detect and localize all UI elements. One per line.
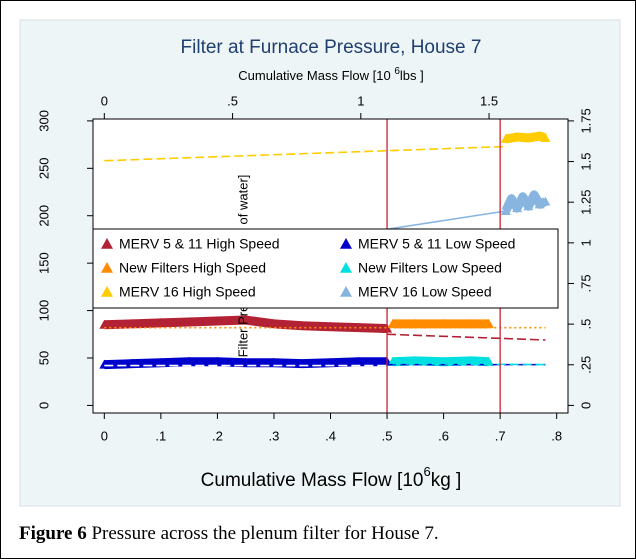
data-point [184, 356, 195, 366]
data-point [212, 356, 223, 366]
x-tick-label: .1 [155, 428, 166, 443]
x2-tick-label: 0 [101, 93, 108, 108]
chart: Filter at Furnace Pressure, House 7 Cumu… [19, 19, 621, 507]
x-tick-label: .5 [382, 428, 393, 443]
data-point [240, 357, 251, 367]
x-tick-label: .3 [269, 428, 280, 443]
data-point [523, 201, 534, 211]
data-point [466, 355, 477, 365]
y2-tick-label: 1.25 [578, 190, 593, 215]
legend-label: MERV 16 High Speed [119, 284, 256, 300]
label-exponent: 6 [394, 66, 400, 77]
data-point [184, 316, 195, 326]
data-point [506, 193, 517, 203]
y2-tick-label: .25 [578, 356, 593, 374]
data-point [325, 321, 336, 331]
legend-marker [340, 286, 352, 297]
legend-marker [101, 262, 113, 273]
label-unit: kg ] [431, 470, 462, 491]
data-point [512, 132, 523, 142]
legend-label: New Filters Low Speed [358, 260, 502, 276]
legend-label: MERV 5 & 11 High Speed [119, 236, 280, 252]
data-point [127, 318, 138, 328]
data-point [268, 318, 279, 328]
data-point [534, 199, 545, 209]
data-point [155, 317, 166, 327]
data-point [387, 318, 398, 328]
data-point [438, 318, 449, 328]
y2-tick-label: .75 [578, 274, 593, 292]
data-point [529, 189, 540, 199]
y-tick-label: 0 [36, 402, 51, 409]
caption-text: Pressure across the plenum filter for Ho… [91, 523, 439, 544]
legend-marker [340, 238, 352, 249]
fit-line [387, 333, 546, 341]
data-point [534, 131, 545, 141]
data-point [500, 205, 511, 215]
data-point [517, 191, 528, 201]
legend-label: New Filters High Speed [119, 260, 266, 276]
y-tick-label: 50 [36, 351, 51, 365]
data-point [512, 203, 523, 213]
data-point [325, 357, 336, 367]
y-tick-label: 250 [36, 157, 51, 179]
caption-label: Figure 6 [19, 523, 87, 544]
x2-tick-label: 1.5 [480, 93, 498, 108]
data-point [483, 318, 494, 328]
data-point [99, 359, 110, 369]
y-tick-label: 200 [36, 205, 51, 227]
label-text: Cumulative Mass Flow [10 [201, 470, 424, 491]
data-point [410, 355, 421, 365]
data-point [240, 315, 251, 325]
y-tick-label: 300 [36, 110, 51, 132]
data-point [500, 133, 511, 143]
data-point [353, 322, 364, 332]
y2-tick-label: 1.75 [578, 108, 593, 133]
x2-axis-label: Cumulative Mass Flow [10 6lbs ] [238, 66, 423, 84]
x-tick-label: 0 [101, 428, 108, 443]
x-tick-label: .4 [325, 428, 336, 443]
data-point [99, 319, 110, 329]
y2-tick-label: 1.5 [578, 153, 593, 171]
label-unit: lbs ] [400, 68, 424, 83]
data-point [540, 196, 551, 206]
y2-tick-label: .5 [578, 319, 593, 330]
legend-label: MERV 16 Low Speed [358, 284, 492, 300]
legend-label: MERV 5 & 11 Low Speed [358, 236, 515, 252]
chart-title: Filter at Furnace Pressure, House 7 [181, 37, 482, 58]
x-tick-label: .8 [551, 428, 562, 443]
legend-box [92, 228, 559, 309]
caption: Figure 6 Pressure across the plenum filt… [19, 523, 439, 545]
data-point [268, 357, 279, 367]
x2-tick-label: 1 [357, 93, 364, 108]
label-exponent: 6 [423, 464, 430, 479]
data-point [466, 318, 477, 328]
x2-tick-label: .5 [227, 93, 238, 108]
y2-tick-label: 1 [578, 239, 593, 246]
data-point [155, 357, 166, 367]
y-tick-label: 100 [36, 300, 51, 322]
legend: MERV 5 & 11 High Speed MERV 5 & 11 Low Sp… [92, 228, 559, 309]
data-point [353, 356, 364, 366]
x-tick-label: .2 [212, 428, 223, 443]
x-tick-label: .7 [495, 428, 506, 443]
legend-marker [340, 262, 352, 273]
data-point [410, 318, 421, 328]
plot: 0.1.2.3.4.5.6.7.80.5 1 1.50501001502002503… [36, 93, 593, 443]
label-text: Cumulative Mass Flow [10 [238, 68, 394, 83]
data-point [540, 132, 551, 142]
data-point [212, 316, 223, 326]
legend-marker [101, 238, 113, 249]
legend-marker [101, 286, 113, 297]
fit-line [104, 145, 506, 162]
x-tick-label: .6 [438, 428, 449, 443]
data-point [523, 132, 534, 142]
y-tick-label: 150 [36, 252, 51, 274]
y2-tick-label: 0 [578, 402, 593, 409]
x-axis-label: Cumulative Mass Flow [106kg ] [201, 464, 462, 491]
